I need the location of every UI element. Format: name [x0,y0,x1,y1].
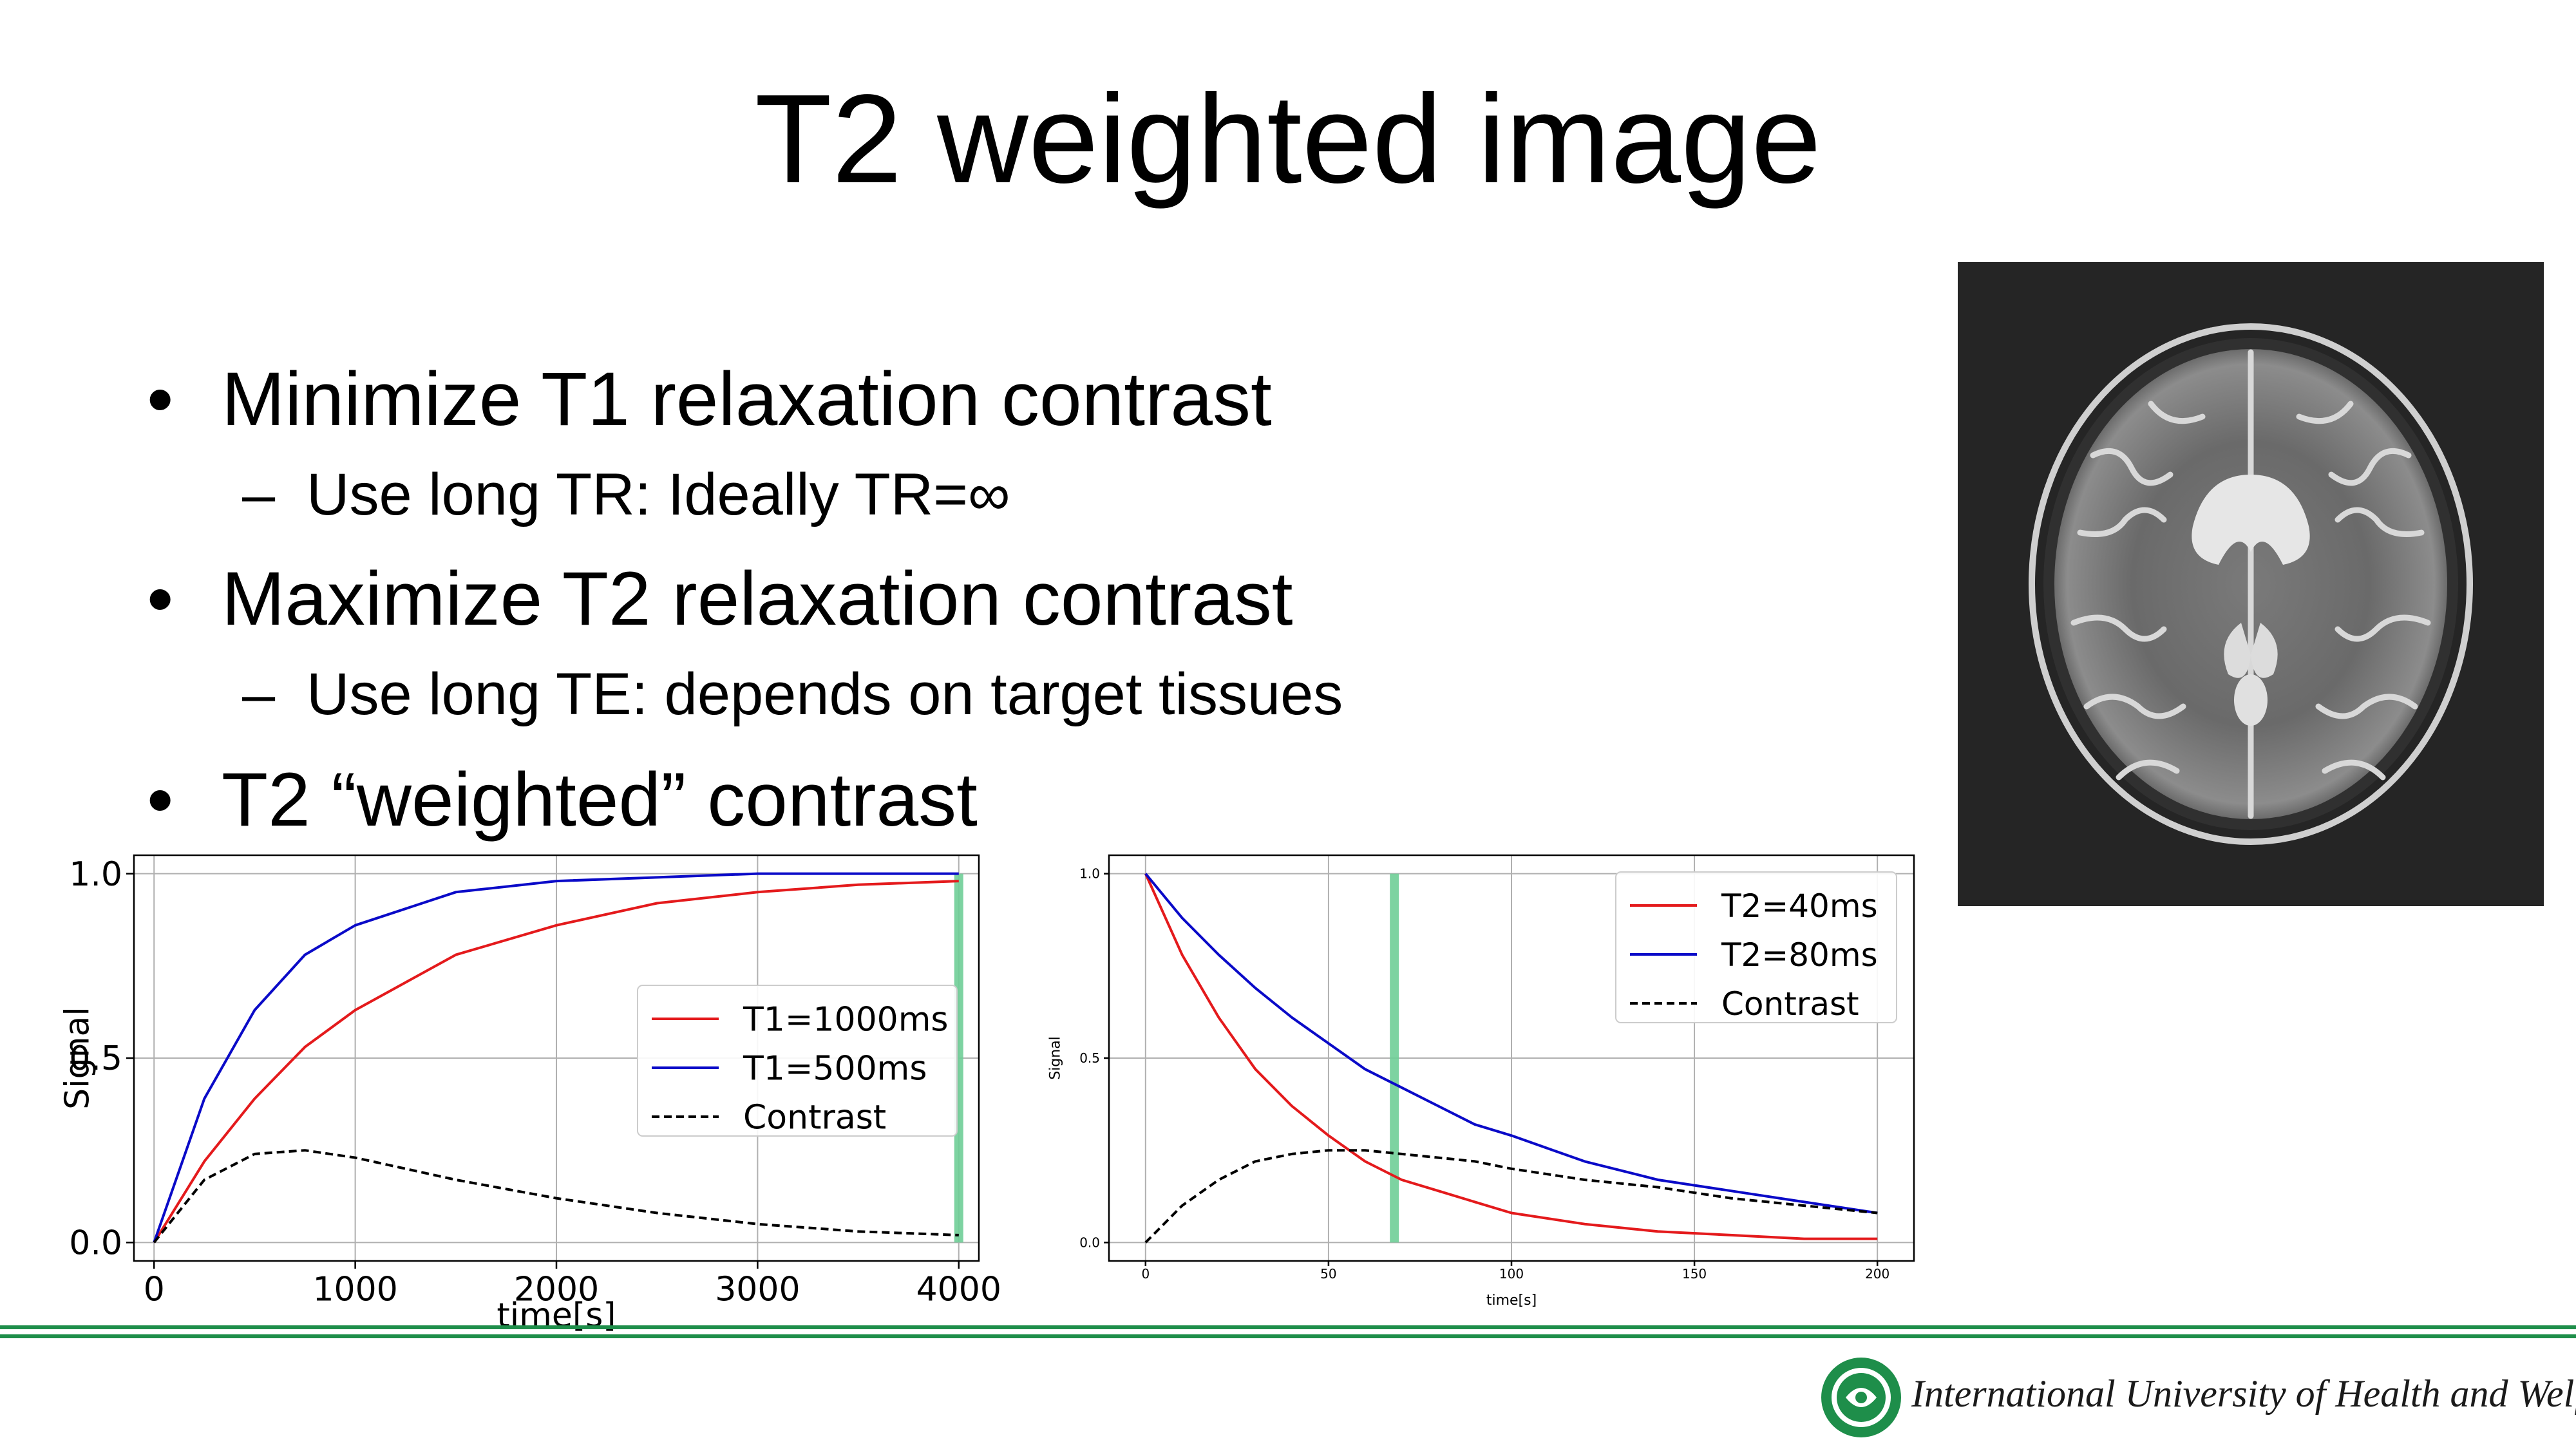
bullet-text: Minimize T1 relaxation contrast [222,357,1272,442]
chart-svg: 0 1000 2000 3000 4000 0.0 0.5 1.0 time[s] Signal T… [59,854,1001,1335]
bullet-text: T2 “weighted” contrast [222,757,978,842]
y-axis-label: Signal [1048,1036,1064,1080]
x-tick-label: 2000 [514,1270,599,1309]
x-tick-label: 1000 [312,1270,397,1309]
x-tick-label: 3000 [715,1270,800,1309]
university-seal-icon [1821,1358,1901,1437]
y-tick-label: 0.5 [1079,1050,1100,1066]
legend-label: T2=80ms [1721,936,1878,974]
footer-rule-bottom [0,1334,2576,1338]
legend-box [1615,871,1897,1023]
footer-organization: International University of Health and W… [1911,1372,2576,1415]
sub-bullet-text: Use long TE: depends on target tissues [307,661,1343,727]
x-tick-label: 0 [1141,1266,1150,1282]
legend-label: Contrast [743,1099,886,1137]
legend-label: T1=500ms [743,1050,927,1088]
x-tick-label: 200 [1865,1266,1889,1282]
mri-brain-illustration [2029,323,2473,845]
series-line-1 [1144,873,1878,1215]
mri-brain-image [1958,262,2544,906]
y-tick-label: 0.0 [69,1224,122,1263]
x-tick-label: 4000 [916,1270,1001,1309]
legend-label: T2=40ms [1721,887,1878,925]
bullet-item: • Maximize T2 relaxation contrast [147,555,1293,643]
bullet-item: • T2 “weighted” contrast [147,756,978,844]
bullet-marker: • [147,757,174,842]
series-line-2 [1144,1149,1878,1244]
x-axis-label: time[s] [497,1296,616,1335]
bullet-marker: • [147,357,174,442]
chart-svg: 0 50 100 150 200 0.0 0.5 1.0 time[s] Signal T2=40m… [1048,854,1915,1309]
sub-bullet-item: – Use long TE: depends on target tissues [242,661,1343,728]
sub-bullet-text: Use long TR: Ideally TR=∞ [307,462,1010,527]
legend-box [637,985,958,1137]
x-tick-label: 0 [144,1270,165,1309]
slide-title: T2 weighted image [754,68,1822,209]
y-tick-label: 1.0 [69,855,122,894]
series-line-0 [1144,873,1878,1240]
y-tick-label: 0.5 [69,1039,122,1078]
x-axis-label: time[s] [1486,1293,1537,1309]
sub-bullet-marker: – [242,462,276,527]
legend-label: Contrast [1721,985,1859,1023]
x-tick-label: 50 [1320,1266,1336,1282]
t2-signal-chart: 0 50 100 150 200 0.0 0.5 1.0 time[s] Signal T2=40m… [1019,837,1927,1320]
sub-bullet-marker: – [242,661,276,727]
legend-label: T1=1000ms [743,1001,949,1039]
series-line-0 [153,880,959,1244]
bullet-marker: • [147,556,174,641]
bullet-item: • Minimize T1 relaxation contrast [147,355,1272,443]
bullet-text: Maximize T2 relaxation contrast [222,556,1293,641]
y-tick-label: 0.0 [1079,1235,1100,1250]
x-tick-label: 150 [1682,1266,1707,1282]
x-tick-label: 100 [1499,1266,1524,1282]
sub-bullet-item: – Use long TR: Ideally TR=∞ [242,461,1010,529]
series-line-1 [153,872,959,1244]
university-logo [1820,1356,1902,1439]
bullet-list: • Minimize T1 relaxation contrast – Use lo… [0,0,1932,850]
y-tick-label: 1.0 [1079,866,1100,882]
t1-signal-chart: 0 1000 2000 3000 4000 0.0 0.5 1.0 time[s] Signal T… [46,837,1051,1346]
series-line-2 [153,1149,959,1244]
footer-rule-top [0,1325,2576,1329]
y-axis-label: Signal [59,1007,97,1110]
